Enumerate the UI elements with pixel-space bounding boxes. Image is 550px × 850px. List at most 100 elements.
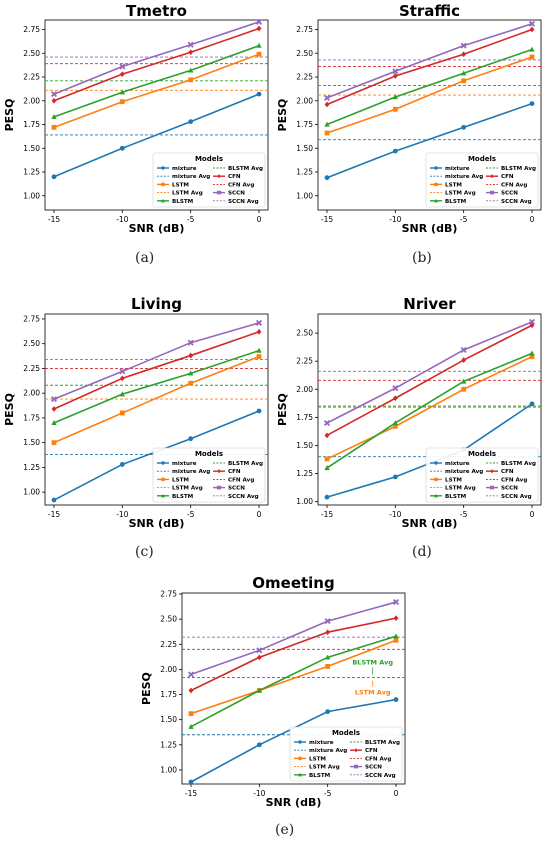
- legend-label: SCCN Avg: [228, 494, 259, 500]
- legend-label: CFN: [228, 174, 241, 180]
- x-tick-label: -5: [460, 215, 468, 224]
- point-mixture: [324, 175, 330, 181]
- legend-label: LSTM: [172, 477, 189, 483]
- legend-label: SCCN: [228, 191, 245, 197]
- point-lstm: [393, 637, 399, 643]
- point-sccn: [392, 385, 399, 392]
- legend: Models mixture mixture Avg LSTM LSTM Avg BLST…: [425, 152, 539, 208]
- legend-label: mixture: [172, 166, 197, 172]
- legend-marker: [161, 461, 165, 465]
- point-cfn: [119, 375, 125, 382]
- point-blstm: [51, 114, 57, 120]
- point-lstm: [119, 99, 125, 105]
- legend-label: SCCN: [228, 486, 245, 492]
- x-axis-label: SNR (dB): [129, 222, 185, 235]
- point-cfn: [119, 71, 125, 78]
- point-lstm: [324, 130, 330, 136]
- point-sccn: [460, 42, 467, 49]
- marker-stroke: [119, 368, 126, 375]
- y-tick-label: 1.25: [296, 168, 313, 177]
- legend-label: mixture: [172, 461, 197, 467]
- legend-box: [152, 152, 266, 208]
- legend-marker: [353, 764, 359, 769]
- y-axis-label: PESQ: [276, 99, 289, 132]
- point-mixture: [51, 174, 57, 180]
- y-tick-label: 1.50: [23, 144, 40, 153]
- point-mixture: [188, 779, 194, 785]
- y-tick-label: 1.75: [296, 120, 313, 129]
- series-line-sccn: [326, 321, 533, 424]
- chart-tmetro: Tmetro 1.00 1.25 1.50 1.75 2.00 2.25 2.50 2.75 -1…: [3, 2, 269, 235]
- marker-stroke: [323, 419, 331, 427]
- point-cfn: [461, 51, 467, 58]
- x-tick-label: 0: [394, 789, 399, 798]
- point-blstm: [51, 419, 57, 426]
- point-blstm: [256, 687, 262, 693]
- marker-stroke: [323, 94, 331, 101]
- point-lstm: [529, 354, 535, 360]
- point-lstm: [51, 440, 57, 446]
- marker-stroke: [528, 20, 536, 27]
- point-lstm: [392, 106, 398, 112]
- point-lstm: [392, 423, 398, 429]
- point-sccn: [255, 319, 263, 326]
- y-tick-label: 1.50: [296, 441, 313, 450]
- y-tick-label: 2.25: [296, 73, 313, 82]
- point-blstm: [119, 391, 125, 397]
- y-tick-label: 2.75: [296, 25, 313, 34]
- point-blstm: [119, 89, 125, 95]
- marker-stroke: [392, 385, 399, 392]
- point-sccn: [460, 346, 467, 353]
- legend: Models mixture mixture Avg LSTM LSTM Avg BLST…: [289, 726, 403, 782]
- x-tick-label: -10: [389, 510, 401, 519]
- x-tick-label: -5: [187, 215, 195, 224]
- legend-label: BLSTM: [445, 199, 467, 205]
- y-tick-label: 2.25: [23, 73, 40, 82]
- x-tick-label: 0: [530, 215, 535, 224]
- legend-marker: [434, 493, 438, 498]
- y-tick-label: 1.00: [23, 488, 40, 497]
- y-tick-label: 1.50: [160, 715, 177, 724]
- point-lstm: [51, 124, 57, 130]
- x-tick-label: -5: [324, 789, 332, 798]
- legend-title: Models: [468, 155, 496, 163]
- point-cfn: [51, 406, 57, 412]
- point-sccn: [528, 318, 536, 325]
- y-axis-label: PESQ: [3, 393, 16, 426]
- point-mixture: [188, 436, 194, 442]
- y-tick-label: 1.25: [23, 463, 40, 472]
- point-sccn: [392, 68, 399, 75]
- x-tick-label: -15: [48, 510, 60, 519]
- legend-marker: [434, 477, 438, 482]
- point-sccn: [255, 18, 263, 25]
- series-line-cfn: [190, 617, 397, 692]
- legend-marker: [489, 190, 495, 195]
- legend-label: LSTM Avg: [445, 486, 476, 492]
- legend-label: SCCN: [501, 191, 518, 197]
- legend-label: mixture Avg: [445, 174, 483, 180]
- series-line-blstm: [326, 48, 533, 126]
- y-tick-label: 2.50: [296, 329, 313, 338]
- subfigure-caption-b: (b): [412, 250, 432, 266]
- point-cfn: [324, 432, 330, 439]
- plot-frame: [181, 592, 406, 785]
- x-axis-label: SNR (dB): [266, 796, 322, 809]
- marker-stroke: [392, 599, 400, 606]
- y-tick-label: 1.50: [23, 438, 40, 447]
- legend-box: [152, 447, 266, 503]
- point-lstm: [324, 456, 330, 462]
- point-blstm: [188, 370, 194, 376]
- x-tick-label: 0: [257, 215, 262, 224]
- marker-stroke: [324, 618, 331, 625]
- legend-marker: [298, 756, 302, 761]
- legend-label: CFN: [501, 469, 514, 475]
- legend-title: Models: [468, 450, 496, 458]
- point-sccn: [323, 94, 331, 101]
- marker-stroke: [119, 63, 126, 70]
- point-lstm: [119, 410, 125, 416]
- legend-marker: [161, 493, 165, 498]
- chart-nriver: Nriver 1.00 1.25 1.50 1.75 2.00 2.25 2.50 -15 -10…: [276, 295, 542, 530]
- legend-marker: [434, 182, 438, 187]
